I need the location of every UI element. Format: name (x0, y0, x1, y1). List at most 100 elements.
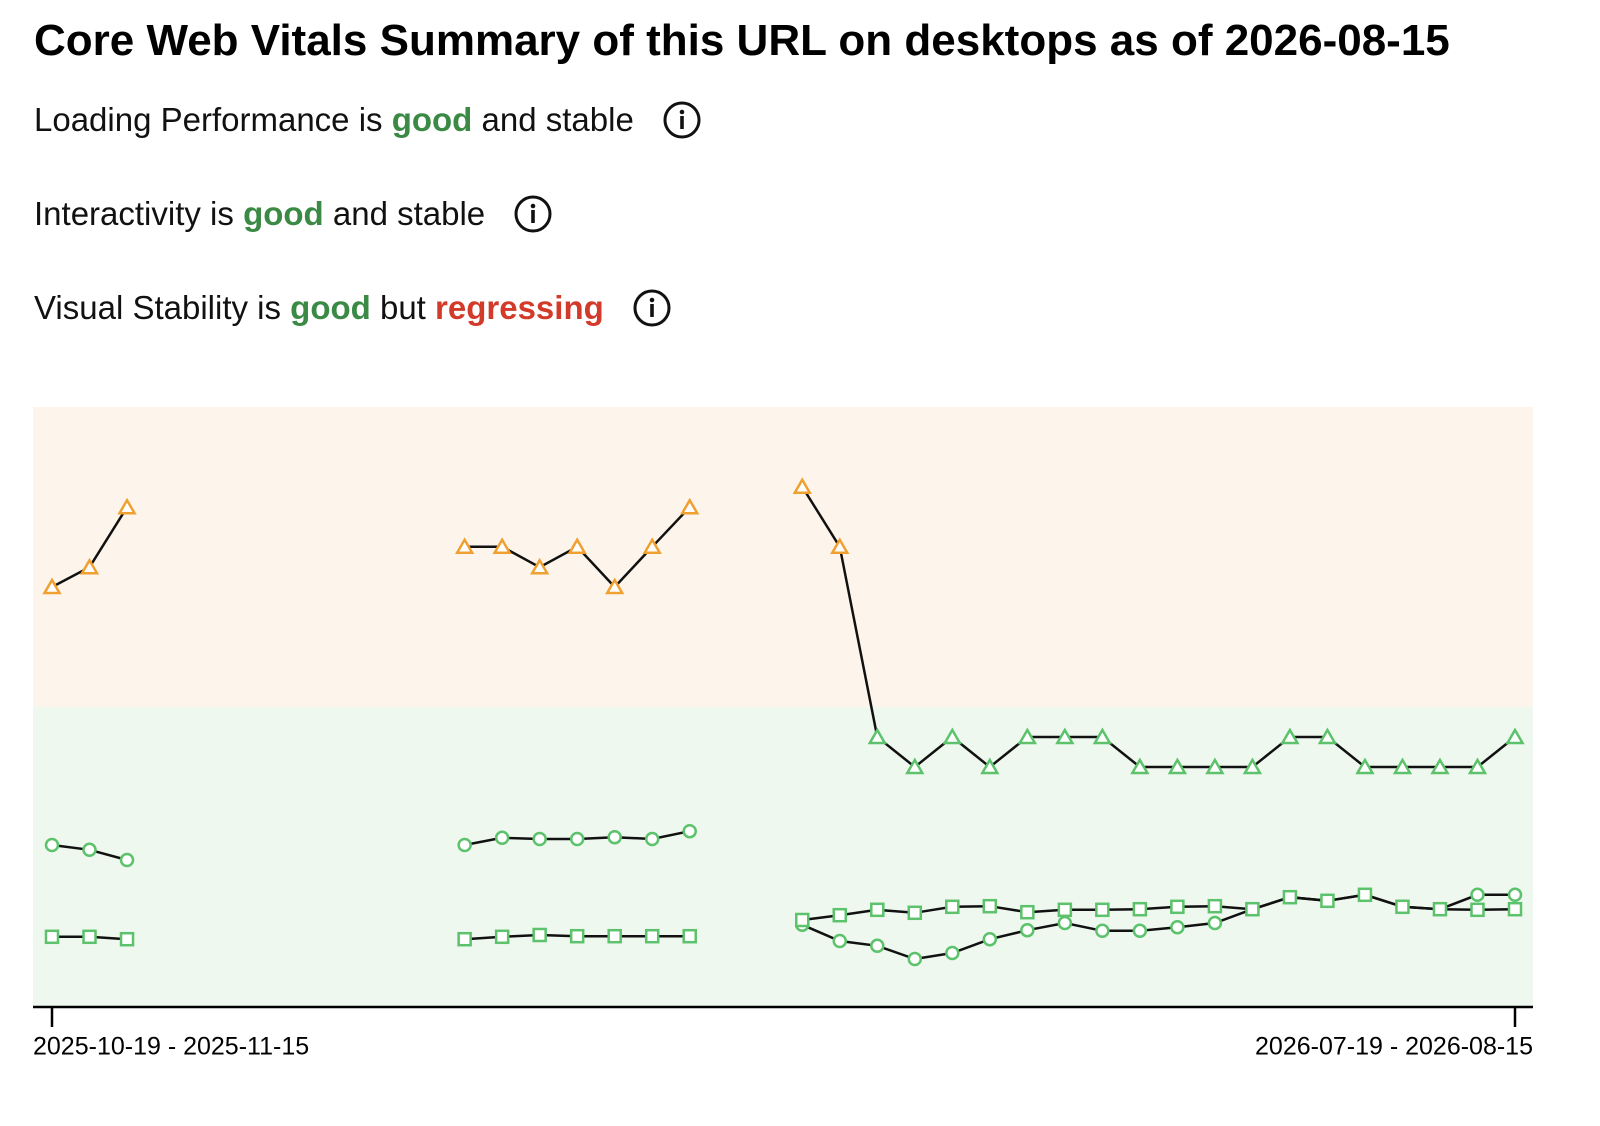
status-text: and stable (472, 101, 634, 138)
marker (870, 938, 885, 954)
marker (1432, 901, 1448, 917)
marker (907, 905, 923, 921)
status-text: and stable (323, 195, 486, 232)
marker (44, 837, 60, 853)
marker (870, 902, 885, 918)
marker (682, 823, 697, 839)
status-text: Interactivity is (34, 195, 244, 232)
marker (1020, 922, 1035, 938)
marker (1095, 923, 1110, 939)
x-tick-label: 2025-10-19 - 2025-11-15 (33, 1033, 309, 1061)
marker (1320, 893, 1335, 909)
marker (1282, 889, 1298, 905)
marker (1057, 915, 1073, 931)
marker (792, 477, 812, 495)
info-icon[interactable] (632, 288, 672, 328)
marker (569, 928, 585, 944)
marker (1092, 727, 1113, 745)
marker (457, 837, 472, 853)
marker (1130, 757, 1150, 775)
marker (42, 577, 62, 595)
marker (532, 831, 547, 847)
status-line: Visual Stability is good but regressing (34, 288, 672, 328)
marker (1170, 899, 1185, 915)
marker (1242, 757, 1263, 775)
marker (795, 912, 810, 928)
info-icon[interactable] (513, 194, 553, 234)
marker (644, 831, 660, 847)
marker (1357, 887, 1373, 903)
marker (1207, 915, 1223, 931)
marker (1430, 757, 1450, 775)
marker (1245, 901, 1260, 917)
marker (1392, 757, 1413, 775)
marker (945, 945, 960, 961)
marker (1132, 923, 1148, 939)
status-text: good (391, 101, 473, 138)
marker (982, 931, 998, 947)
marker (907, 951, 923, 967)
marker (1167, 757, 1188, 775)
marker (832, 907, 848, 923)
marker (530, 557, 550, 575)
marker (567, 537, 587, 555)
status-line: Loading Performance is good and stable (34, 100, 702, 140)
info-icon[interactable] (662, 100, 702, 140)
marker (1055, 727, 1075, 745)
marker (607, 829, 622, 845)
marker (494, 929, 510, 945)
marker (1020, 904, 1035, 920)
status-text: but (370, 289, 436, 326)
marker (1395, 899, 1410, 915)
marker (980, 757, 1000, 775)
marker (532, 927, 547, 943)
page-title: Core Web Vitals Summary of this URL on d… (34, 16, 1450, 65)
marker (942, 727, 962, 745)
marker (832, 933, 848, 949)
marker (82, 842, 97, 858)
marker (1355, 757, 1375, 775)
marker (1095, 902, 1110, 918)
marker (1507, 887, 1523, 903)
band (33, 707, 1533, 1007)
marker (117, 497, 137, 515)
marker (569, 831, 585, 847)
marker (82, 929, 97, 945)
marker (454, 537, 475, 555)
marker (44, 929, 60, 945)
status-text: Visual Stability is (34, 289, 291, 326)
status-line: Interactivity is good and stable (34, 194, 553, 234)
marker (830, 537, 850, 555)
marker (1207, 898, 1223, 914)
marker (457, 931, 472, 947)
marker (1470, 902, 1485, 918)
marker (492, 537, 512, 555)
marker (1470, 887, 1485, 903)
status-text: good (290, 289, 371, 326)
marker (494, 830, 510, 846)
marker (1205, 757, 1225, 775)
marker (1317, 727, 1338, 745)
marker (1280, 727, 1300, 745)
marker (1505, 727, 1525, 745)
marker (644, 928, 660, 944)
status-text: good (243, 195, 324, 232)
marker (1017, 727, 1037, 745)
status-text: Loading Performance is (34, 101, 392, 138)
marker (945, 899, 960, 915)
marker (680, 497, 700, 515)
marker (905, 757, 925, 775)
status-text: regressing (435, 289, 604, 326)
marker (1132, 901, 1148, 917)
marker (1170, 919, 1185, 935)
marker (1057, 902, 1073, 918)
marker (867, 727, 887, 745)
marker (642, 537, 662, 555)
marker (79, 557, 100, 575)
marker (1467, 757, 1488, 775)
marker (607, 928, 622, 944)
marker (682, 928, 697, 944)
marker (119, 852, 135, 868)
